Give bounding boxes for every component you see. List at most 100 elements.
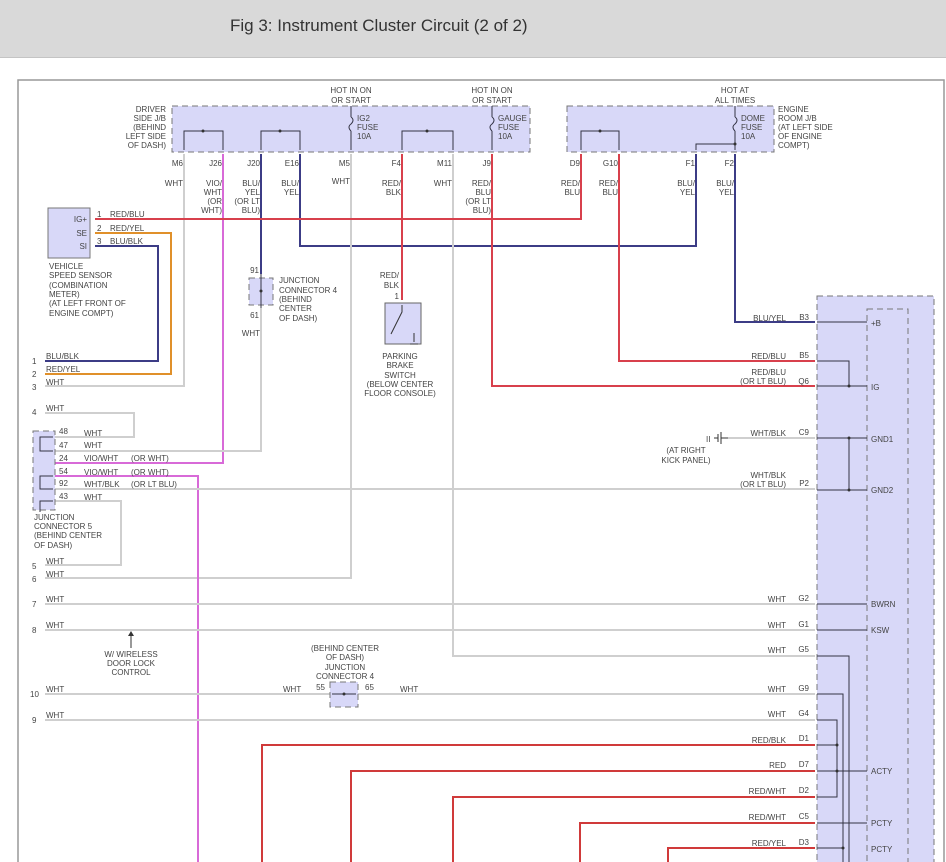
diagram-label: BLU/	[281, 179, 300, 188]
diagram-label: WHT	[46, 621, 64, 630]
diagram-label: (OR	[207, 197, 222, 206]
vehicle-speed-sensor: IG+ SE SI 1 2 3 RED/BLU RED/YEL BLU/BLK …	[47, 207, 145, 318]
diagram-label: WHT	[768, 646, 786, 655]
diagram-label: 10A	[498, 132, 513, 141]
diagram-label: WHT	[332, 177, 350, 186]
diagram-label: 43	[59, 492, 68, 501]
diagram-label: WHT	[400, 685, 418, 694]
diagram-label: FUSE	[357, 123, 378, 132]
diagram-label: BRAKE	[386, 361, 413, 370]
diagram-frame	[17, 79, 945, 862]
diagram-label: J9	[483, 159, 492, 168]
diagram-label: 8	[32, 626, 37, 635]
diagram-label: WHT	[84, 429, 102, 438]
ground-kick-panel: II (AT RIGHT KICK PANEL)	[661, 432, 728, 465]
diagram-label: ENGINE COMPT)	[49, 309, 114, 318]
diagram-label: BLU/BLK	[110, 237, 144, 246]
diagram-label: WHT/BLK	[750, 429, 786, 438]
combination-meter: +B IG GND1 GND2 BWRN KSW ACTY PCTY PCTY	[816, 295, 935, 862]
diagram-label: (BELOW CENTER	[367, 380, 434, 389]
diagram-label: (OR LT BLU)	[740, 480, 786, 489]
diagram-label: WHT	[84, 441, 102, 450]
diagram-label: DRIVER	[136, 105, 166, 114]
diagram-label: BLU/	[677, 179, 696, 188]
diagram-label: G10	[603, 159, 619, 168]
diagram-label: +B	[871, 319, 881, 328]
diagram-label: C5	[799, 812, 810, 821]
diagram-label: P2	[799, 479, 809, 488]
top-wire-labels: WHT VIO/ WHT (OR WHT) BLU/ YEL (OR LT BL…	[165, 177, 735, 215]
diagram-label: F4	[392, 159, 402, 168]
diagram-label: BWRN	[871, 600, 896, 609]
diagram-label: PARKING	[382, 352, 417, 361]
diagram-label: FLOOR CONSOLE)	[364, 389, 436, 398]
diagram-label: IG2	[357, 114, 370, 123]
junction-block-pins: M6 J26 J20 E16 M5 F4 M11 J9 D9 G10 F1 F2	[172, 159, 735, 168]
diagram-label: G4	[798, 709, 809, 718]
diagram-label: IG	[871, 383, 879, 392]
diagram-label: LEFT SIDE	[126, 132, 166, 141]
diagram-label: J20	[247, 159, 260, 168]
diagram-label: D7	[799, 760, 810, 769]
diagram-label: G9	[798, 684, 809, 693]
diagram-label: BLU	[564, 188, 580, 197]
diagram-label: WHT	[46, 711, 64, 720]
diagram-label: 48	[59, 427, 68, 436]
diagram-label: CONNECTOR 4	[316, 672, 375, 681]
diagram-label: GAUGE	[498, 114, 527, 123]
diagram-label: WHT	[204, 188, 222, 197]
diagram-label: OF DASH)	[279, 314, 318, 323]
diagram-label: RED/YEL	[110, 224, 145, 233]
diagram-label: BLU/BLK	[46, 352, 80, 361]
ig2-fuse: HOT IN ON OR START IG2 FUSE 10A	[330, 86, 378, 141]
diagram-label: ALL TIMES	[715, 96, 755, 105]
diagram-label: M6	[172, 159, 184, 168]
diagram-label: RED/	[380, 271, 400, 280]
diagram-label: E16	[285, 159, 300, 168]
diagram-label: ROOM J/B	[778, 114, 817, 123]
diagram-label: RED/BLU	[110, 210, 145, 219]
diagram-label: WHT	[242, 329, 260, 338]
diagram-label: D3	[799, 838, 810, 847]
diagram-label: SE	[76, 229, 87, 238]
diagram-label: SPEED SENSOR	[49, 271, 112, 280]
diagram-label: 92	[59, 479, 68, 488]
diagram-label: WHT/BLK	[84, 480, 120, 489]
diagram-label: RED/BLU	[751, 368, 786, 377]
junction-connector-4-top: 91 61 WHT JUNCTION CONNECTOR 4 (BEHIND C…	[242, 266, 338, 338]
diagram-label: D9	[570, 159, 581, 168]
diagram-label: BLU)	[242, 206, 261, 215]
parking-brake-switch: RED/ BLK 1 PARKING BRAKE SWITCH (BELOW C…	[364, 271, 436, 398]
diagram-label: RED/YEL	[46, 365, 81, 374]
junction-connector-4-mid: (BEHIND CENTER OF DASH) JUNCTION CONNECT…	[283, 644, 418, 708]
diagram-label: PCTY	[871, 845, 893, 854]
diagram-label: (OR WHT)	[131, 454, 169, 463]
diagram-label: 4	[32, 408, 37, 417]
driver-junction-block: DRIVER SIDE J/B (BEHIND LEFT SIDE OF DAS…	[126, 86, 531, 153]
diagram-label: CONNECTOR 5	[34, 522, 93, 531]
diagram-label: WHT	[434, 179, 452, 188]
diagram-label: SI	[79, 242, 87, 251]
diagram-label: OR START	[331, 96, 371, 105]
diagram-label: JUNCTION	[279, 276, 320, 285]
diagram-label: 1	[395, 292, 400, 301]
diagram-label: W/ WIRELESS	[104, 650, 157, 659]
diagram-label: (BEHIND	[279, 295, 312, 304]
diagram-label: DOOR LOCK	[107, 659, 156, 668]
diagram-label: ENGINE	[778, 105, 809, 114]
diagram-label: 2	[97, 224, 102, 233]
diagram-label: 7	[32, 600, 37, 609]
diagram-label: RED/	[561, 179, 581, 188]
diagram-label: (BEHIND CENTER	[34, 531, 102, 540]
diagram-label: WHT	[46, 570, 64, 579]
diagram-label: OF DASH)	[128, 141, 167, 150]
diagram-label: (OR LT	[234, 197, 260, 206]
diagram-label: RED/	[472, 179, 492, 188]
diagram-label: (OR WHT)	[131, 468, 169, 477]
diagram-label: (OR LT BLU)	[740, 377, 786, 386]
diagram-label: (AT RIGHT	[666, 446, 705, 455]
diagram-label: BLU	[602, 188, 618, 197]
diagram-label: (BEHIND CENTER	[311, 644, 379, 653]
